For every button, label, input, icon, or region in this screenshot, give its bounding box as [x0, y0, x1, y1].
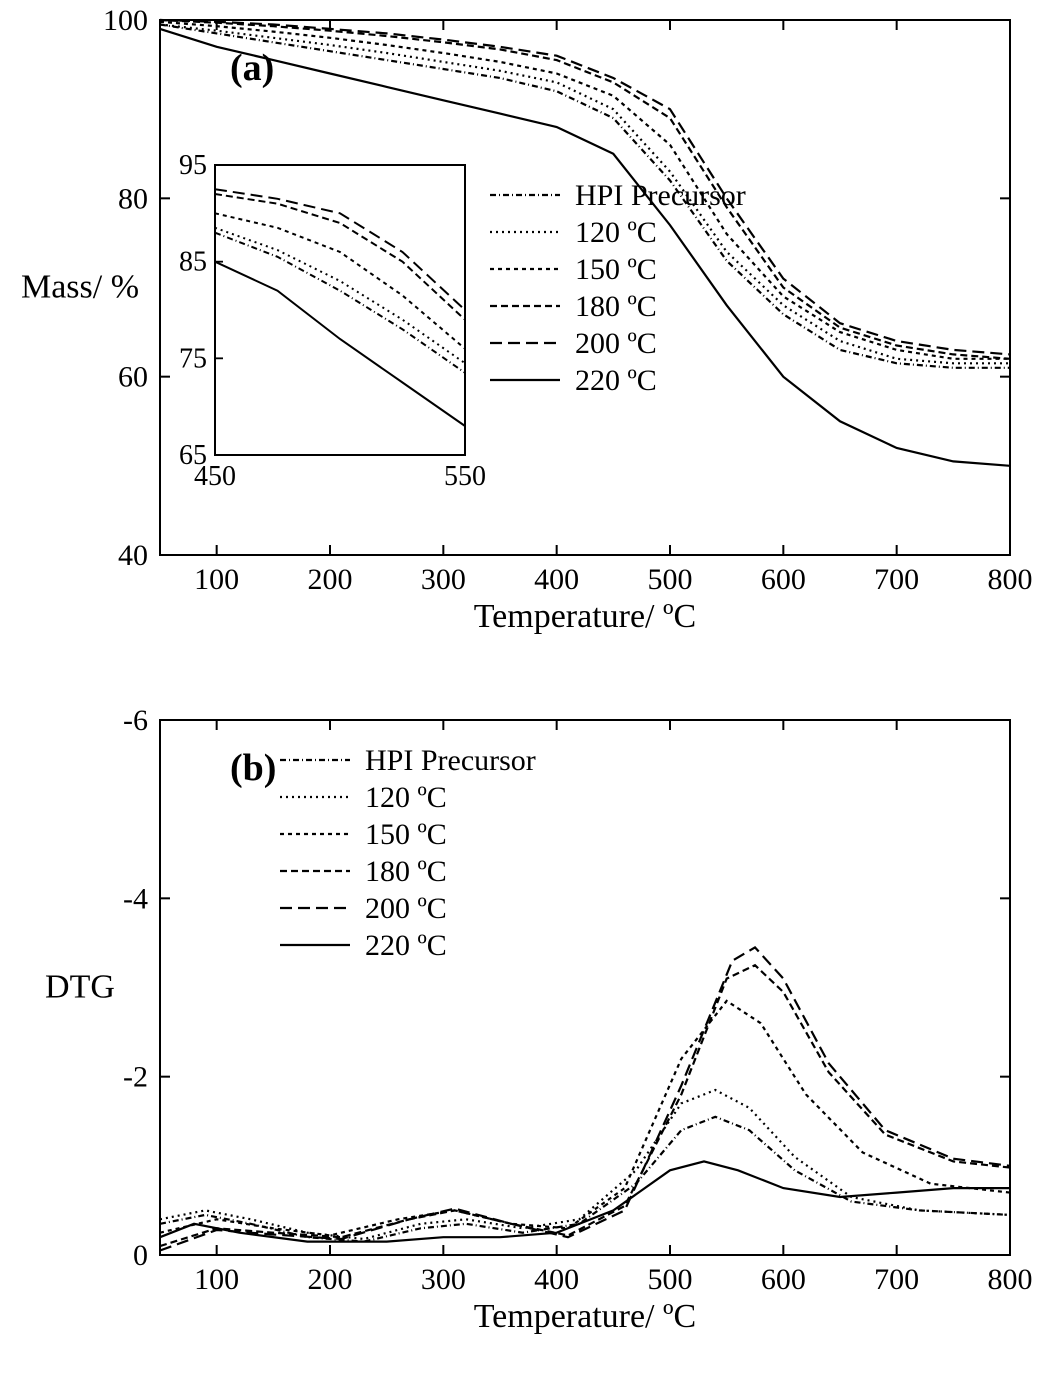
x-tick-label: 400: [534, 1263, 579, 1296]
x-tick-label: 800: [988, 1263, 1033, 1296]
x-tick-label: 500: [648, 1263, 693, 1296]
legend-label: 150 ºC: [575, 253, 657, 286]
y-tick-label: -2: [123, 1061, 148, 1094]
x-tick-label: 600: [761, 1263, 806, 1296]
legend-label: 120 ºC: [575, 216, 657, 249]
inset-y-tick-label: 85: [179, 247, 207, 278]
y-tick-label: -4: [123, 882, 148, 915]
inset-x-tick-label: 550: [444, 461, 486, 492]
panel-label: (b): [230, 747, 276, 789]
chart-b: 100 200 300 400 500 600 700 800 0 -2 -4 -6 Temperatu…: [0, 700, 1046, 1360]
inset-y-tick-label: 75: [179, 343, 207, 374]
x-tick-label: 300: [421, 563, 466, 596]
x-tick-label: 200: [308, 563, 353, 596]
x-tick-label: 300: [421, 1263, 466, 1296]
x-tick-label: 100: [194, 1263, 239, 1296]
x-tick-label: 700: [874, 1263, 919, 1296]
y-tick-label: 80: [118, 182, 148, 215]
inset-frame: [215, 165, 465, 455]
panel-label: (a): [230, 47, 274, 89]
y-axis-label: DTG: [45, 969, 115, 1006]
inset-y-tick-label: 65: [179, 440, 207, 471]
series-120: [160, 1117, 1010, 1242]
x-axis-label: Temperature/ ºC: [474, 598, 696, 635]
page: 100 200 300 400 500 600 700 800 40 60 80 100 Tempera…: [0, 0, 1046, 1375]
series-180: [160, 1001, 1010, 1236]
legend-label: 200 ºC: [575, 327, 657, 360]
legend-label: 220 ºC: [365, 929, 447, 962]
legend-label: 180 ºC: [365, 855, 447, 888]
y-tick-label: -6: [123, 704, 148, 737]
y-tick-label: 60: [118, 361, 148, 394]
legend-label: HPI Precursor: [365, 744, 536, 777]
x-tick-label: 600: [761, 563, 806, 596]
x-tick-label: 400: [534, 563, 579, 596]
legend-label: 180 ºC: [575, 290, 657, 323]
y-axis-label: Mass/ %: [21, 269, 139, 306]
series-200: [160, 965, 1010, 1246]
legend-label: HPI Precursor: [575, 179, 746, 212]
legend-label: 220 ºC: [575, 364, 657, 397]
legend-label: 200 ºC: [365, 892, 447, 925]
y-tick-label: 0: [133, 1239, 148, 1272]
x-tick-label: 100: [194, 563, 239, 596]
chart-a: 100 200 300 400 500 600 700 800 40 60 80 100 Tempera…: [0, 0, 1046, 660]
plot-frame: [160, 720, 1010, 1255]
y-tick-label: 40: [118, 539, 148, 572]
x-axis-label: Temperature/ ºC: [474, 1298, 696, 1335]
x-tick-label: 500: [648, 563, 693, 596]
x-tick-label: 700: [874, 563, 919, 596]
legend-label: 120 ºC: [365, 781, 447, 814]
inset-y-tick-label: 95: [179, 150, 207, 181]
y-tick-label: 100: [103, 4, 148, 37]
x-tick-label: 800: [988, 563, 1033, 596]
legend-label: 150 ºC: [365, 818, 447, 851]
x-tick-label: 200: [308, 1263, 353, 1296]
